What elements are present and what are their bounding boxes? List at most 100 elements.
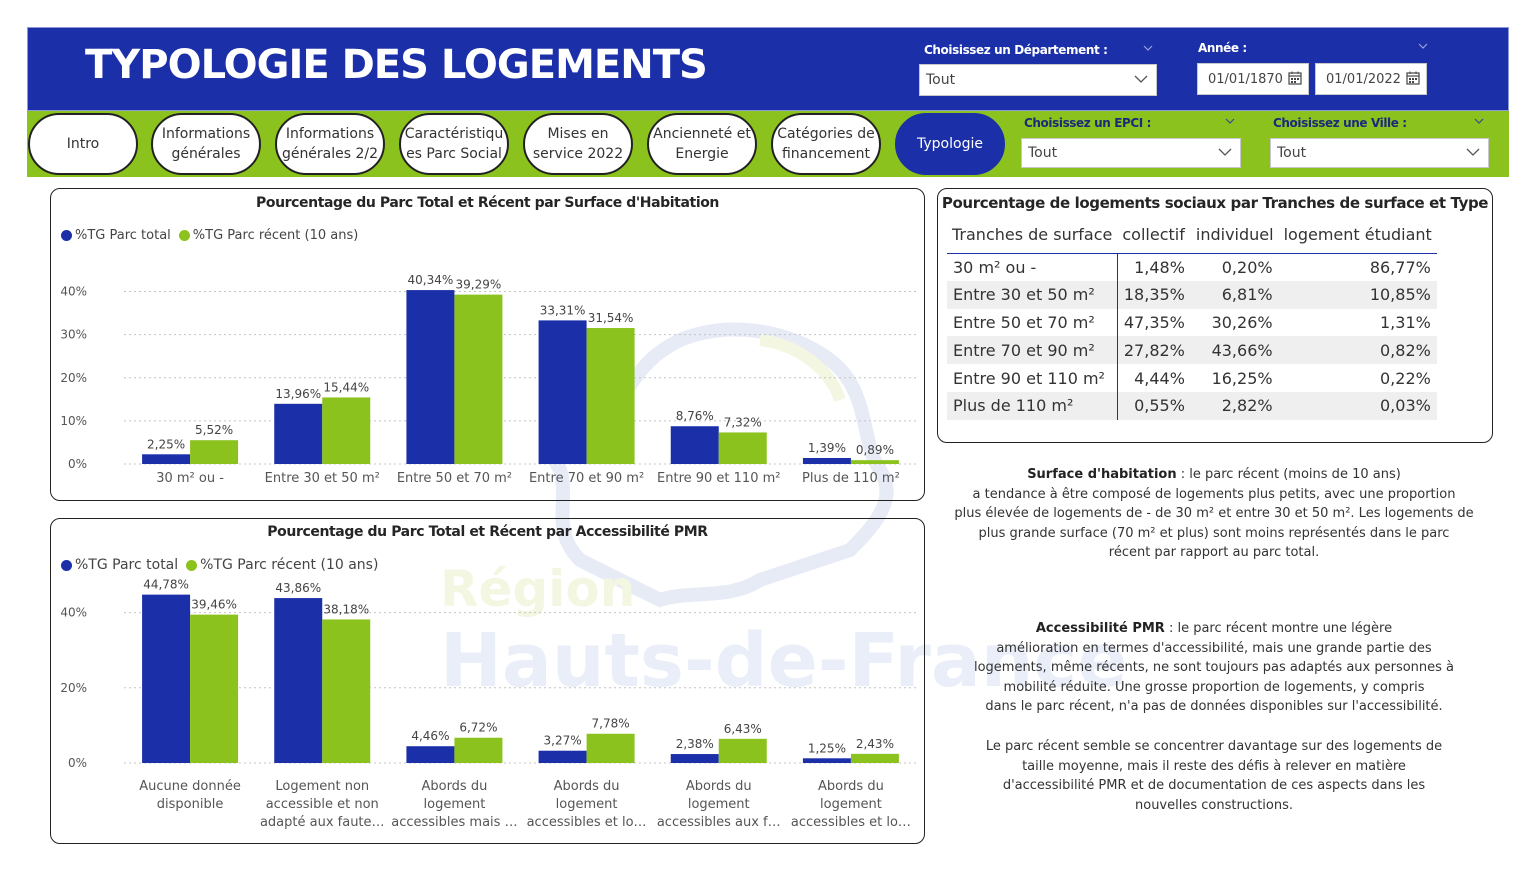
legend-item-parc-total[interactable]: %TG Parc total (61, 557, 178, 573)
legend-label: %TG Parc total (75, 557, 179, 573)
table-column-header[interactable]: collectif (1117, 217, 1191, 254)
epci-dropdown[interactable]: Tout (1021, 138, 1241, 168)
y-tick-label: 0% (68, 756, 87, 770)
pmr-chart-title: Pourcentage du Parc Total et Récent par … (267, 524, 708, 540)
data-label: 1,25% (808, 741, 846, 755)
header-banner: TYPOLOGIE DES LOGEMENTS Choisissez un Dé… (27, 27, 1509, 111)
chevron-down-icon[interactable] (1225, 116, 1235, 126)
data-label: 6,72% (459, 721, 497, 735)
bar[interactable] (538, 320, 587, 464)
nav-button[interactable]: Informations générales (151, 113, 261, 175)
bar[interactable] (802, 458, 851, 464)
chevron-down-icon[interactable] (1418, 41, 1428, 51)
calendar-icon[interactable] (1406, 71, 1420, 85)
data-label: 7,32% (724, 415, 762, 429)
table-cell-value: 4,44% (1134, 368, 1185, 388)
nav-button[interactable]: Typologie (895, 113, 1005, 175)
navigation-band: Intro Informations générales Informations gé… (27, 111, 1509, 177)
bar[interactable] (274, 598, 323, 763)
bar[interactable] (802, 758, 851, 763)
nav-button[interactable]: Intro (28, 113, 138, 175)
x-category-label: logement (424, 797, 486, 812)
table-row[interactable]: Entre 90 et 110 m² 4,44% 16,25% 0,22% (947, 364, 1437, 392)
nav-button[interactable]: Ancienneté et Energie (647, 113, 757, 175)
nav-button-line: Informations (285, 126, 375, 142)
table-row[interactable]: Entre 70 et 90 m² 27,82% 43,66% 0,82% (947, 336, 1437, 365)
table-row[interactable]: Entre 50 et 70 m² 47,35% 30,26% 1,31% (947, 308, 1437, 337)
legend-item-parc-recent[interactable]: %TG Parc récent (10 ans) (186, 557, 378, 573)
bar[interactable] (190, 614, 239, 763)
annee-start-date[interactable]: 01/01/1870 (1197, 63, 1309, 95)
bar[interactable] (670, 754, 719, 763)
annee-end-value: 01/01/2022 (1326, 71, 1401, 87)
bar[interactable] (322, 397, 371, 464)
legend-dot-icon (178, 230, 190, 241)
nav-button-label: Intro (67, 134, 100, 154)
x-category-label: Abords du (554, 779, 620, 794)
bar[interactable] (406, 290, 455, 464)
data-label: 40,34% (408, 273, 454, 287)
y-tick-label: 20% (60, 371, 87, 385)
data-label: 44,78% (143, 578, 189, 592)
pmr-chart-legend: %TG Parc total %TG Parc récent (10 ans) (61, 557, 386, 573)
legend-label: %TG Parc récent (10 ans) (192, 228, 359, 243)
x-category-label: Abords du (818, 779, 884, 794)
nav-button[interactable]: Mises en service 2022 (523, 113, 633, 175)
bar[interactable] (454, 294, 503, 464)
table-cell-value: 6,81% (1190, 280, 1279, 309)
ville-dropdown[interactable]: Tout (1270, 138, 1489, 168)
table-column-header[interactable]: individuel (1190, 217, 1279, 254)
chevron-down-icon[interactable] (1143, 43, 1153, 53)
bar[interactable] (274, 403, 323, 464)
nav-button-line: générales (171, 146, 241, 162)
epci-dropdown-value: Tout (1028, 145, 1058, 161)
nav-button-label: Catégories de financement (777, 124, 874, 164)
annee-end-date[interactable]: 01/01/2022 (1315, 63, 1427, 95)
commentary-line: amélioration en termes d'accessibilité, … (996, 640, 1432, 656)
table-row[interactable]: Plus de 110 m² 0,55% 2,82% 0,03% (947, 391, 1437, 420)
bar[interactable] (586, 328, 635, 464)
bar[interactable] (718, 432, 767, 464)
legend-item-parc-total[interactable]: %TG Parc total (61, 228, 171, 243)
bar[interactable] (538, 750, 587, 763)
table-cell-label: Entre 30 et 50 m² (947, 280, 1118, 309)
legend-item-parc-recent[interactable]: %TG Parc récent (10 ans) (178, 228, 359, 243)
bar[interactable] (454, 737, 503, 763)
table-row[interactable]: Entre 30 et 50 m² 18,35% 6,81% 10,85% (947, 280, 1437, 309)
nav-button[interactable]: Informations générales 2/2 (275, 113, 385, 175)
table-column-header[interactable]: Tranches de surface (947, 217, 1118, 254)
x-category-label: Entre 50 et 70 m² (397, 471, 512, 486)
nav-button-label: Mises en service 2022 (533, 124, 623, 164)
chevron-down-icon[interactable] (1474, 116, 1484, 126)
annee-slicer-label: Année : (1198, 41, 1247, 55)
bar[interactable] (850, 460, 899, 464)
bar[interactable] (718, 738, 767, 763)
pmr-bar-chart: 0% 20% 40% 44,78%39,46% Aucune donnée disponi… (60, 578, 917, 830)
bar[interactable] (142, 454, 191, 464)
nav-button[interactable]: Catégories de financement (771, 113, 881, 175)
bar[interactable] (322, 619, 371, 763)
ville-slicer-label: Choisissez une Ville : (1273, 116, 1407, 130)
table-column-header[interactable]: logement étudiant (1278, 217, 1437, 254)
bar[interactable] (850, 753, 899, 763)
legend-dot-icon (61, 230, 72, 241)
commentary-line: : le parc récent (moins de 10 ans) (1176, 467, 1401, 482)
departement-dropdown[interactable]: Tout (919, 64, 1157, 96)
bar[interactable] (142, 594, 191, 763)
calendar-icon[interactable] (1288, 71, 1302, 85)
bar[interactable] (190, 440, 239, 464)
table-cell-value: 1,48% (1134, 257, 1185, 277)
data-label: 1,39% (808, 441, 846, 455)
bar[interactable] (586, 733, 635, 763)
table-title: Pourcentage de logements sociaux par Tra… (941, 194, 1489, 212)
bar[interactable] (406, 746, 455, 763)
chevron-down-icon (1134, 75, 1148, 83)
bar[interactable] (670, 426, 719, 464)
nav-button-line: Informations (161, 126, 251, 142)
table-header-row: Tranches de surface collectif individuel lo… (947, 217, 1437, 254)
table-row[interactable]: 30 m² ou - 1,48% 0,20% 86,77% (947, 253, 1437, 281)
x-category-label: Entre 70 et 90 m² (529, 471, 644, 486)
nav-button-line: Typologie (917, 136, 983, 152)
x-category-label: Entre 30 et 50 m² (265, 471, 380, 486)
nav-button[interactable]: Caractéristiqu es Parc Social (399, 113, 509, 175)
